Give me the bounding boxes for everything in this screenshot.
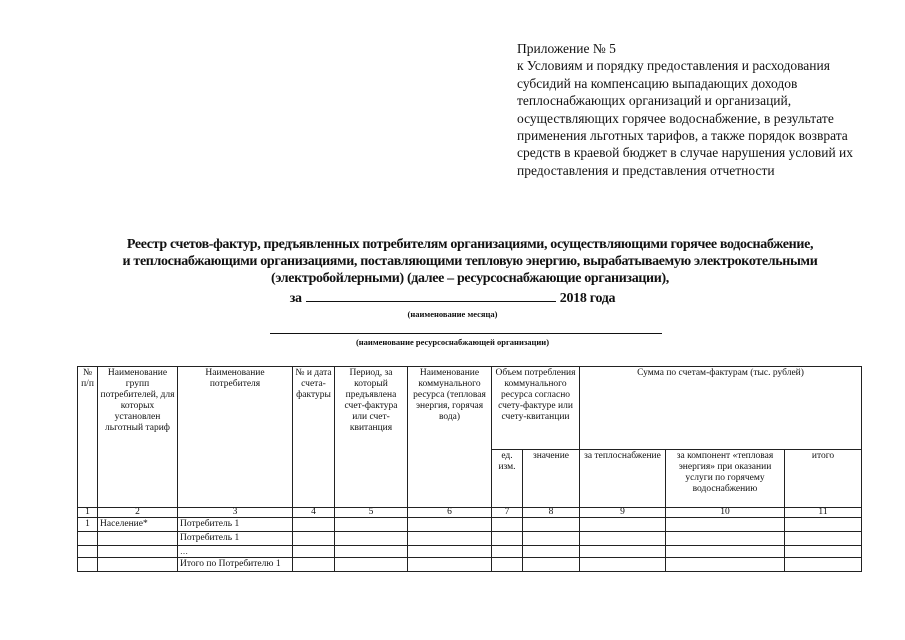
header-consumer: Наименование потребителя [177, 366, 293, 508]
row-group [97, 531, 178, 546]
table-row: … [77, 545, 862, 558]
title-line-2: и теплоснабжающими организациями, постав… [122, 254, 818, 269]
column-number: 10 [665, 507, 785, 518]
period-prefix: за [289, 291, 302, 306]
column-number: 9 [579, 507, 666, 518]
organization-blank [270, 333, 662, 334]
appendix-heading: Приложение № 5 [517, 41, 616, 56]
appendix-block: Приложение № 5 к Условиям и порядку пред… [517, 40, 857, 179]
row-number [77, 557, 98, 572]
row-group [97, 545, 178, 558]
header-consumer-group: Наименование групп потребителей, для кот… [97, 366, 178, 508]
registry-table: № п/п Наименование групп потребителей, д… [77, 366, 862, 572]
column-number: 6 [407, 507, 492, 518]
column-number: 5 [334, 507, 408, 518]
header-value: значение [522, 449, 580, 508]
header-period: Период, за который предъявлена счет-факт… [334, 366, 408, 508]
header-unit: ед. изм. [491, 449, 523, 508]
header-sum: Сумма по счетам-фактурам (тыс. рублей) [579, 366, 862, 450]
column-number: 4 [292, 507, 335, 518]
header-total: итого [784, 449, 862, 508]
row-consumer: Итого по Потребителю 1 [177, 557, 293, 572]
column-number: 1 [77, 507, 98, 518]
header-volume: Объем потребления коммунального ресурса … [491, 366, 580, 450]
row-consumer: Потребитель 1 [177, 531, 293, 546]
row-consumer: … [177, 545, 293, 558]
table-row: 1 Население* Потребитель 1 [77, 517, 862, 532]
column-number: 2 [97, 507, 178, 518]
row-group [97, 557, 178, 572]
month-caption: (наименование месяца) [407, 309, 498, 319]
column-number: 7 [491, 507, 523, 518]
column-number: 8 [522, 507, 580, 518]
organization-caption: (наименование ресурсоснабжающей организа… [355, 337, 550, 347]
title-line-1: Реестр счетов-фактур, предъявленных потр… [126, 237, 814, 252]
month-blank [305, 289, 556, 302]
column-number-row: 1 2 3 4 5 6 7 8 9 10 11 [77, 507, 862, 518]
period-suffix: 2018 года [559, 291, 616, 306]
table-row: Потребитель 1 [77, 531, 862, 546]
document-title: Реестр счетов-фактур, предъявленных потр… [60, 236, 880, 287]
column-number: 3 [177, 507, 293, 518]
row-consumer: Потребитель 1 [177, 517, 293, 532]
row-number [77, 545, 98, 558]
row-number [77, 531, 98, 546]
appendix-text: к Условиям и порядку предоставления и ра… [517, 58, 854, 178]
row-group: Население* [97, 517, 178, 532]
title-line-3: (электробойлерными) (далее – ресурсоснаб… [271, 271, 669, 286]
header-heat-supply: за теплоснабжение [579, 449, 666, 508]
header-number: № п/п [77, 366, 98, 508]
period-line: за 2018 года [0, 289, 905, 307]
column-number: 11 [784, 507, 862, 518]
header-resource: Наименование коммунального ресурса (тепл… [407, 366, 492, 508]
row-number: 1 [77, 517, 98, 532]
header-heat-component: за компонент «тепловая энергия» при оказ… [665, 449, 785, 508]
table-row: Итого по Потребителю 1 [77, 557, 862, 572]
header-invoice: № и дата счета-фактуры [292, 366, 335, 508]
